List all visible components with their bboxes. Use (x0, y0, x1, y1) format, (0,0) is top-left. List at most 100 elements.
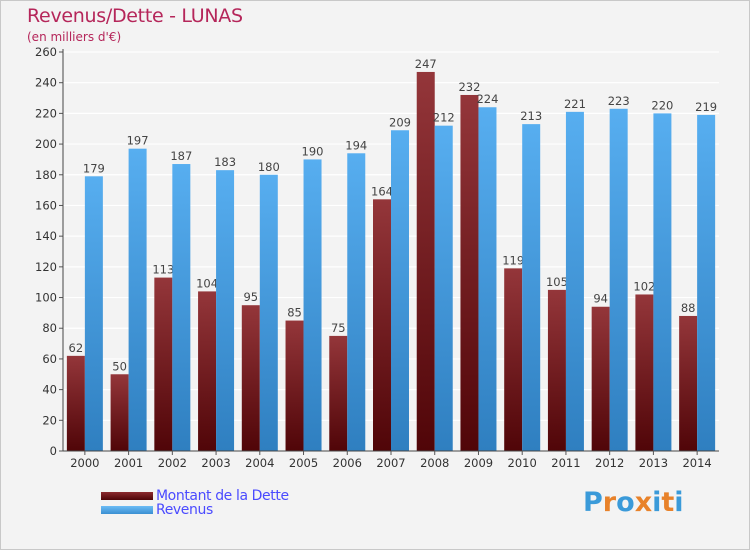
legend-swatch-debt (101, 492, 153, 500)
bar-debt (241, 305, 260, 451)
x-tick-label: 2009 (464, 456, 493, 470)
logo-letter: i (652, 487, 662, 518)
logo-letter: o (616, 487, 635, 518)
data-label-debt: 85 (287, 306, 302, 320)
bar-revenus (259, 174, 278, 451)
x-tick-label: 2000 (70, 456, 99, 470)
x-tick-label: 2008 (420, 456, 449, 470)
x-tick-label: 2003 (201, 456, 230, 470)
y-tick-label: 20 (42, 413, 57, 427)
data-label-revenus: 213 (520, 109, 542, 123)
data-label-revenus: 209 (389, 115, 411, 129)
bar-debt (547, 289, 566, 451)
x-axis: 2000 2001 2002 2003 2004 2005 2006 2007 2008 2009… (63, 450, 719, 470)
x-tick-label: 2013 (639, 456, 668, 470)
y-tick-label: 40 (42, 383, 57, 397)
data-label-revenus: 220 (651, 98, 673, 112)
data-label-revenus: 190 (302, 144, 324, 158)
data-label-debt: 50 (112, 359, 127, 373)
proxiti-logo: Proxiti (583, 487, 684, 518)
y-tick-label: 240 (35, 76, 57, 90)
y-tick-label: 140 (35, 229, 57, 243)
y-tick-label: 80 (42, 321, 57, 335)
data-label-revenus: 219 (695, 100, 717, 114)
legend-item-revenus: Revenus (101, 502, 213, 518)
x-tick-label: 2012 (595, 456, 624, 470)
logo-letter: t (661, 487, 675, 518)
logo-letter: x (634, 487, 653, 518)
bar-debt (373, 199, 391, 451)
x-tick-label: 2014 (682, 456, 711, 470)
y-tick-label: 120 (35, 260, 57, 274)
bar-revenus (216, 170, 235, 451)
bar-debt (679, 315, 698, 451)
data-label-revenus: 221 (564, 97, 586, 111)
x-tick-label: 2002 (158, 456, 187, 470)
data-label-revenus: 224 (476, 92, 498, 106)
bar-revenus (697, 114, 716, 452)
bar-debt (591, 306, 610, 451)
data-label-debt: 104 (196, 276, 218, 290)
bar-revenus (347, 153, 366, 452)
data-label-debt: 94 (593, 292, 608, 306)
data-label-revenus: 179 (83, 161, 105, 175)
data-label-debt: 113 (152, 263, 174, 277)
data-label-revenus: 223 (608, 94, 630, 108)
bar-revenus (434, 125, 453, 452)
data-label-debt: 164 (371, 184, 393, 198)
legend-swatch-revenus (101, 506, 153, 514)
y-tick-label: 260 (35, 45, 57, 59)
x-tick-label: 2005 (289, 456, 318, 470)
x-tick-label: 2004 (245, 456, 274, 470)
logo-letter: r (602, 487, 617, 518)
bar-revenus (128, 148, 147, 451)
legend-item-debt: Montant de la Dette (101, 488, 289, 504)
bar-revenus (84, 176, 103, 452)
data-label-revenus: 212 (433, 111, 455, 125)
x-tick-label: 2011 (551, 456, 580, 470)
bar-revenus (565, 111, 584, 451)
chart-subtitle: (en milliers d'€) (27, 30, 122, 44)
logo-letter: P (583, 487, 603, 518)
bars: 62 179 50 197 113 187 104 183 95 180 85 190 75 194 164… (66, 57, 717, 452)
bar-debt (110, 374, 129, 451)
bar-revenus (391, 130, 409, 451)
legend-label-revenus: Revenus (156, 502, 213, 518)
bar-debt (635, 294, 654, 451)
y-tick-label: 0 (50, 444, 57, 458)
bar-debt (66, 355, 85, 451)
data-label-debt: 102 (633, 279, 655, 293)
bar-revenus (172, 164, 191, 451)
data-label-debt: 95 (243, 290, 258, 304)
data-label-debt: 232 (458, 80, 480, 94)
y-tick-label: 60 (42, 352, 57, 366)
data-label-debt: 75 (331, 321, 346, 335)
data-label-debt: 247 (415, 57, 437, 71)
y-axis: 0 20 40 60 80 100 120 140 160 180 200 220 240 260 (35, 45, 64, 458)
data-label-revenus: 180 (258, 160, 280, 174)
bar-revenus (522, 124, 541, 451)
chart-title: Revenus/Dette - LUNAS (27, 5, 243, 27)
bar-revenus (653, 113, 672, 451)
bar-debt (329, 335, 348, 451)
data-label-debt: 62 (69, 341, 84, 355)
y-tick-label: 200 (35, 137, 57, 151)
data-label-revenus: 187 (170, 149, 192, 163)
bar-debt (285, 320, 304, 451)
bar-debt (198, 291, 217, 451)
bar-debt (416, 71, 435, 451)
bar-revenus (303, 159, 322, 451)
x-tick-label: 2007 (376, 456, 405, 470)
bar-revenus (478, 107, 497, 451)
legend-label-debt: Montant de la Dette (156, 488, 289, 504)
bar-revenus (609, 108, 628, 452)
data-label-revenus: 197 (127, 134, 149, 148)
y-tick-label: 220 (35, 106, 57, 120)
data-label-debt: 119 (502, 253, 524, 267)
bar-debt (504, 268, 523, 451)
bar-debt (154, 277, 173, 451)
logo-letter: i (674, 487, 684, 518)
data-label-debt: 105 (546, 275, 568, 289)
